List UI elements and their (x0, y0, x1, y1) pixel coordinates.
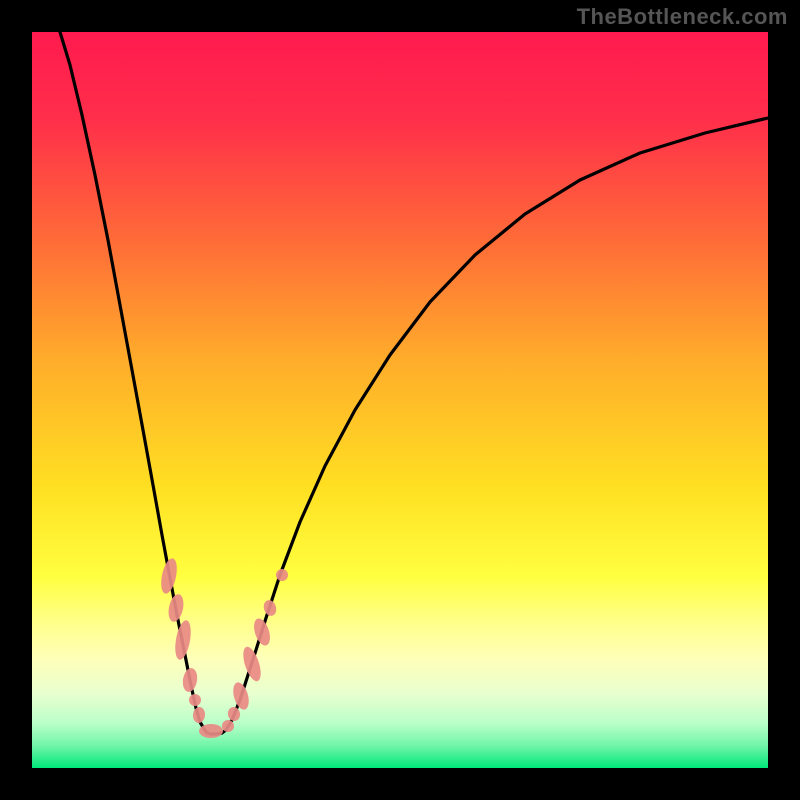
plot-area (32, 32, 768, 768)
marker-layer (32, 32, 768, 768)
data-marker (173, 619, 194, 661)
data-marker (276, 569, 288, 581)
data-marker (240, 645, 264, 684)
data-marker (166, 593, 186, 623)
data-marker (181, 667, 199, 693)
data-marker (199, 724, 223, 738)
data-marker (222, 720, 234, 732)
watermark-text: TheBottleneck.com (577, 4, 788, 30)
chart-container: TheBottleneck.com (0, 0, 800, 800)
data-marker (226, 706, 241, 722)
data-marker (262, 599, 278, 618)
data-marker (189, 694, 201, 706)
data-marker (230, 681, 251, 712)
data-marker (251, 617, 273, 648)
data-marker (192, 706, 206, 723)
data-marker (158, 557, 179, 595)
